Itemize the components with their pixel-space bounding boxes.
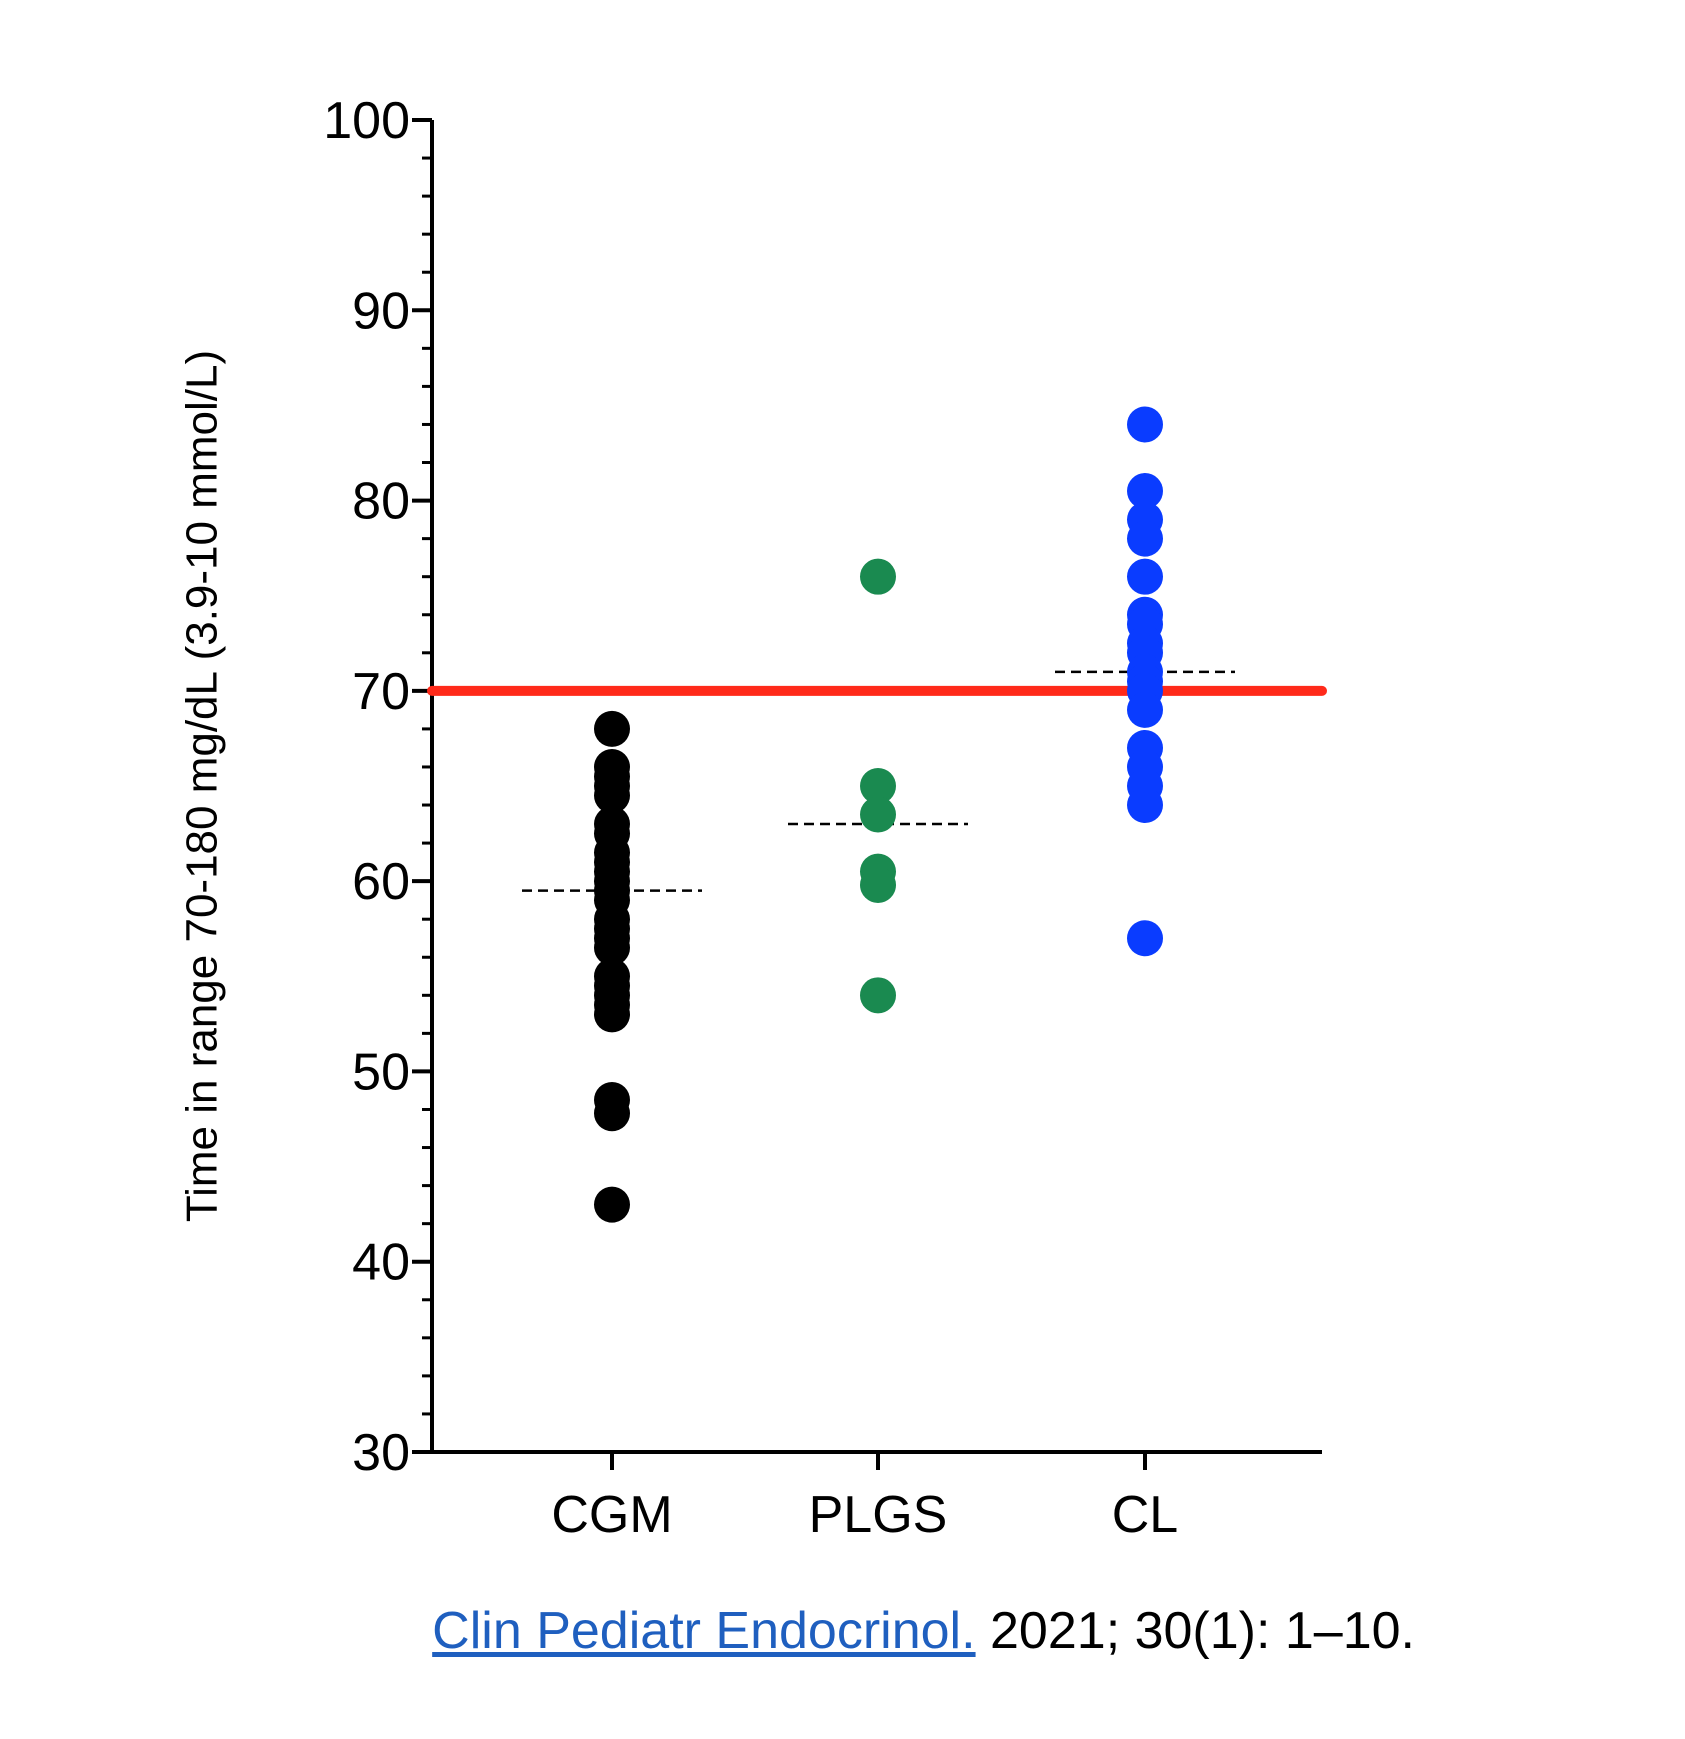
point-cgm [594, 929, 630, 966]
point-cl [1127, 473, 1163, 510]
y-axis-title: Time in range 70-180 mg/dL (3.9-10 mmol/… [178, 350, 227, 1222]
point-cgm [594, 1095, 630, 1132]
point-cgm [594, 710, 630, 747]
point-plgs [860, 558, 896, 595]
point-cl [1127, 520, 1163, 557]
point-cl [1127, 406, 1163, 443]
journal-link[interactable]: Clin Pediatr Endocrinol. [432, 1602, 976, 1660]
x-tick-label: PLGS [809, 1486, 948, 1544]
y-tick-label: 50 [352, 1043, 410, 1101]
point-cl [1127, 691, 1163, 728]
point-cgm [594, 996, 630, 1033]
x-axis-ticks: CGM PLGS CL [551, 1452, 1178, 1544]
point-plgs [860, 866, 896, 903]
y-tick-label: 40 [352, 1234, 410, 1292]
citation: Clin Pediatr Endocrinol. 2021; 30(1): 1–… [432, 1605, 1415, 1657]
y-tick-label: 70 [352, 663, 410, 721]
point-cl [1127, 558, 1163, 595]
point-cgm [594, 777, 630, 814]
point-cl [1127, 920, 1163, 957]
y-axis-ticks: 30 40 50 60 70 80 90 100 [323, 92, 432, 1482]
x-tick-label: CL [1112, 1486, 1178, 1544]
y-tick-label: 80 [352, 473, 410, 531]
point-plgs [860, 768, 896, 804]
point-plgs [860, 977, 896, 1014]
point-cgm [594, 1186, 630, 1223]
data-points [594, 406, 1163, 1223]
citation-details: 2021; 30(1): 1–10. [975, 1602, 1415, 1660]
point-cl [1127, 787, 1163, 824]
y-tick-label: 60 [352, 853, 410, 911]
y-tick-label: 90 [352, 282, 410, 340]
y-tick-label: 30 [352, 1424, 410, 1482]
point-plgs [860, 796, 896, 833]
x-tick-label: CGM [551, 1486, 672, 1544]
y-tick-label: 100 [323, 92, 410, 150]
